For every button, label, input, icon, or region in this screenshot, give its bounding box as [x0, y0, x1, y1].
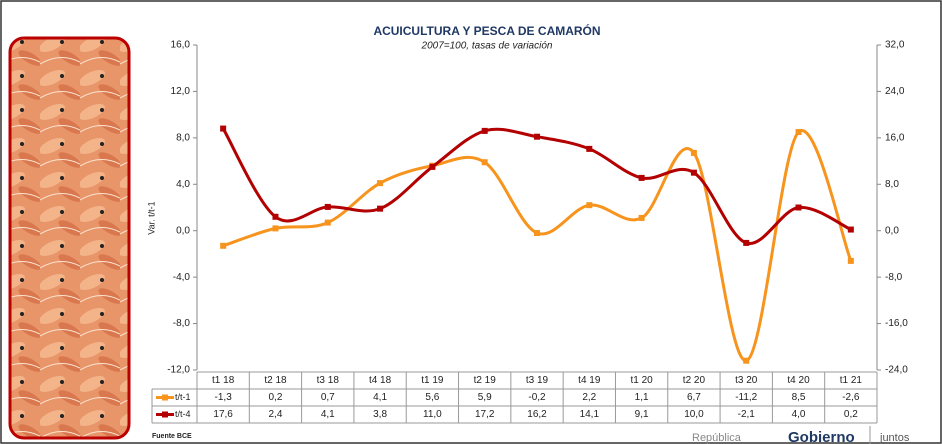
legend-swatch: [162, 394, 168, 401]
point: [534, 133, 540, 140]
x-tick-label: t2 19: [474, 375, 497, 386]
legend-label: t/t-1: [175, 392, 191, 402]
table-value: 1,1: [635, 392, 649, 403]
x-tick-label: t2 18: [264, 375, 287, 386]
y2-tick-label: 32,0: [885, 40, 905, 51]
table-value: -2,6: [842, 392, 860, 403]
point: [220, 242, 227, 249]
table-value: 17,6: [213, 409, 233, 420]
table-value: 4,1: [321, 409, 335, 420]
point: [272, 225, 279, 232]
table-value: -1,3: [215, 392, 233, 403]
chart-subtitle: 2007=100, tasas de variación: [421, 41, 553, 52]
y-tick-label: -8,0: [173, 318, 191, 329]
table-value: -11,2: [735, 392, 757, 403]
point: [638, 214, 645, 221]
y-tick-label: 8,0: [176, 132, 190, 143]
table-value: 2,4: [269, 409, 283, 420]
table-value: 9,1: [635, 409, 649, 420]
logo-text: Gobierno: [788, 429, 855, 444]
point: [481, 127, 488, 134]
chart-title: ACUICULTURA Y PESCA DE CAMARÓN: [373, 23, 600, 38]
y-tick-label: 12,0: [171, 86, 191, 97]
table-value: 17,2: [475, 409, 495, 420]
table-value: 3,8: [373, 409, 387, 420]
point: [690, 169, 697, 176]
point: [586, 145, 593, 152]
table-value: 5,9: [478, 392, 492, 403]
y2-tick-label: -16,0: [885, 318, 908, 329]
table-value: 11,0: [423, 409, 442, 420]
x-tick-label: t4 18: [369, 375, 392, 386]
x-tick-label: t4 19: [578, 375, 601, 386]
logo-text: República: [692, 432, 742, 444]
y-tick-label: 16,0: [171, 40, 191, 51]
table-value: 8,5: [792, 392, 806, 403]
y2-tick-label: 0,0: [885, 225, 899, 236]
y2-tick-label: 24,0: [885, 86, 905, 97]
y2-tick-label: 16,0: [885, 132, 905, 143]
y2-tick-label: -8,0: [885, 272, 903, 283]
x-tick-label: t3 19: [526, 375, 549, 386]
point: [586, 202, 593, 209]
x-tick-label: t4 20: [787, 375, 810, 386]
table-value: 0,2: [269, 392, 283, 403]
table-value: -0,2: [528, 392, 546, 403]
point: [429, 163, 436, 170]
x-tick-label: t3 18: [317, 375, 340, 386]
point: [534, 230, 540, 237]
x-tick-label: t1 18: [212, 375, 235, 386]
table-value: 0,2: [844, 409, 858, 420]
point: [795, 129, 802, 136]
table-value: 10,0: [684, 409, 704, 420]
x-tick-label: t1 19: [421, 375, 444, 386]
x-tick-label: t1 20: [630, 375, 653, 386]
y-tick-label: 0,0: [176, 225, 190, 236]
y2-tick-label: -24,0: [885, 365, 908, 376]
y2-tick-label: 8,0: [885, 179, 899, 190]
y-axis-title: Var. t/t-1: [146, 201, 156, 234]
point: [847, 226, 854, 233]
x-tick-label: t2 20: [683, 375, 706, 386]
point: [481, 159, 488, 166]
point: [220, 125, 227, 132]
table-value: 4,0: [792, 409, 806, 420]
point: [638, 174, 645, 181]
table-value: 0,7: [321, 392, 335, 403]
source: Fuente BCE: [152, 433, 192, 440]
table-value: 16,2: [527, 409, 547, 420]
point: [795, 204, 802, 211]
x-tick-label: t3 20: [735, 375, 758, 386]
table-value: 6,7: [687, 392, 701, 403]
table-value: 2,2: [582, 392, 596, 403]
table-value: 14,1: [580, 409, 600, 420]
logo-text: juntos: [879, 432, 910, 444]
point: [324, 219, 331, 226]
legend-swatch: [162, 411, 168, 418]
y-tick-label: 4,0: [176, 179, 190, 190]
legend-label: t/t-4: [175, 409, 191, 419]
table-value: 5,6: [425, 392, 439, 403]
table-value: 4,1: [373, 392, 387, 403]
table-value: -2,1: [738, 409, 756, 420]
point: [377, 180, 384, 187]
point: [377, 205, 384, 212]
shrimp-image: [8, 36, 131, 440]
point: [847, 257, 854, 264]
point: [324, 203, 331, 210]
point: [743, 239, 750, 246]
point: [743, 357, 750, 364]
x-tick-label: t1 21: [840, 375, 863, 386]
point: [690, 149, 697, 156]
y-tick-label: -12,0: [167, 365, 190, 376]
point: [272, 213, 279, 220]
y-tick-label: -4,0: [173, 272, 191, 283]
